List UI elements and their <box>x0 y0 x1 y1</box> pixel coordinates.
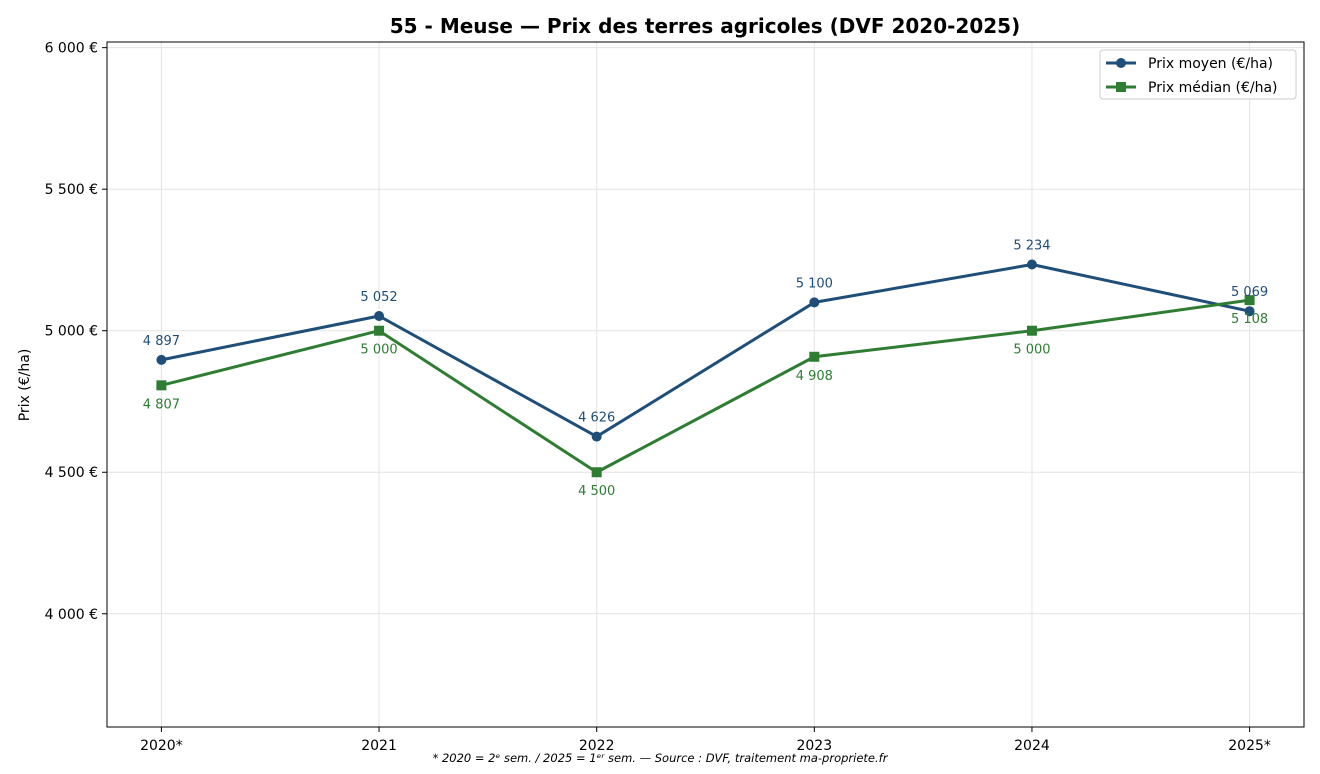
x-tick-label: 2024 <box>1014 738 1050 754</box>
y-tick-label: 5 500 € <box>45 182 98 198</box>
legend-label: Prix médian (€/ha) <box>1148 80 1278 96</box>
data-point <box>809 297 820 308</box>
series-lines <box>156 259 1255 478</box>
data-label: 5 069 <box>1231 285 1268 300</box>
legend-marker <box>1116 58 1126 68</box>
data-label: 4 500 <box>578 484 615 499</box>
data-point <box>1026 325 1037 336</box>
footnote: * 2020 = 2ᵉ sem. / 2025 = 1ᵉʳ sem. — Sou… <box>433 751 889 765</box>
data-label: 4 626 <box>578 411 615 426</box>
data-labels: 4 897 5 052 4 626 5 100 5 234 5 069 4 807 5 000… <box>143 238 1268 499</box>
data-point <box>809 351 820 362</box>
y-axis: 4 000 € 4 500 € 5 000 € 5 500 € 6 000 € <box>45 41 107 623</box>
y-tick-label: 4 500 € <box>45 465 98 481</box>
x-tick-label: 2020* <box>140 738 183 754</box>
data-point <box>374 325 385 336</box>
data-label: 5 000 <box>1013 343 1050 358</box>
data-label: 4 897 <box>143 334 180 349</box>
data-point <box>591 467 602 478</box>
data-label: 4 807 <box>143 397 180 412</box>
data-point <box>1244 306 1255 317</box>
series-line-median <box>161 298 1250 474</box>
data-label: 5 000 <box>360 343 397 358</box>
data-point <box>374 311 385 321</box>
legend-box <box>1099 49 1297 100</box>
y-axis-label: Prix (€/ha) <box>17 349 33 422</box>
data-label: 4 908 <box>796 369 833 384</box>
series-line-mean <box>161 262 1250 439</box>
data-label: 5 052 <box>360 290 397 305</box>
data-label: 5 108 <box>1231 312 1268 327</box>
legend-label: Prix moyen (€/ha) <box>1148 56 1273 72</box>
data-point <box>591 431 602 442</box>
grid <box>107 42 1304 727</box>
legend-marker <box>1116 82 1126 92</box>
x-tick-label: 2022 <box>579 738 615 754</box>
data-point <box>1244 295 1255 306</box>
x-tick-label: 2023 <box>796 738 832 754</box>
data-point <box>156 380 167 391</box>
y-tick-label: 6 000 € <box>45 41 98 57</box>
legend: Prix moyen (€/ha) Prix médian (€/ha) <box>1099 49 1297 100</box>
y-tick-label: 5 000 € <box>45 324 98 340</box>
data-point <box>156 354 167 365</box>
x-axis: 2020* 2021 2022 2023 2024 2025* <box>140 727 1271 754</box>
data-point <box>1026 259 1037 270</box>
data-label: 5 234 <box>1013 238 1050 253</box>
x-tick-label: 2021 <box>361 738 397 754</box>
y-tick-label: 4 000 € <box>45 607 98 623</box>
x-tick-label: 2025* <box>1228 738 1271 754</box>
data-label: 5 100 <box>796 276 833 291</box>
plot-frame <box>106 41 1305 728</box>
chart-title: 55 - Meuse — Prix des terres agricoles (… <box>390 14 1020 38</box>
